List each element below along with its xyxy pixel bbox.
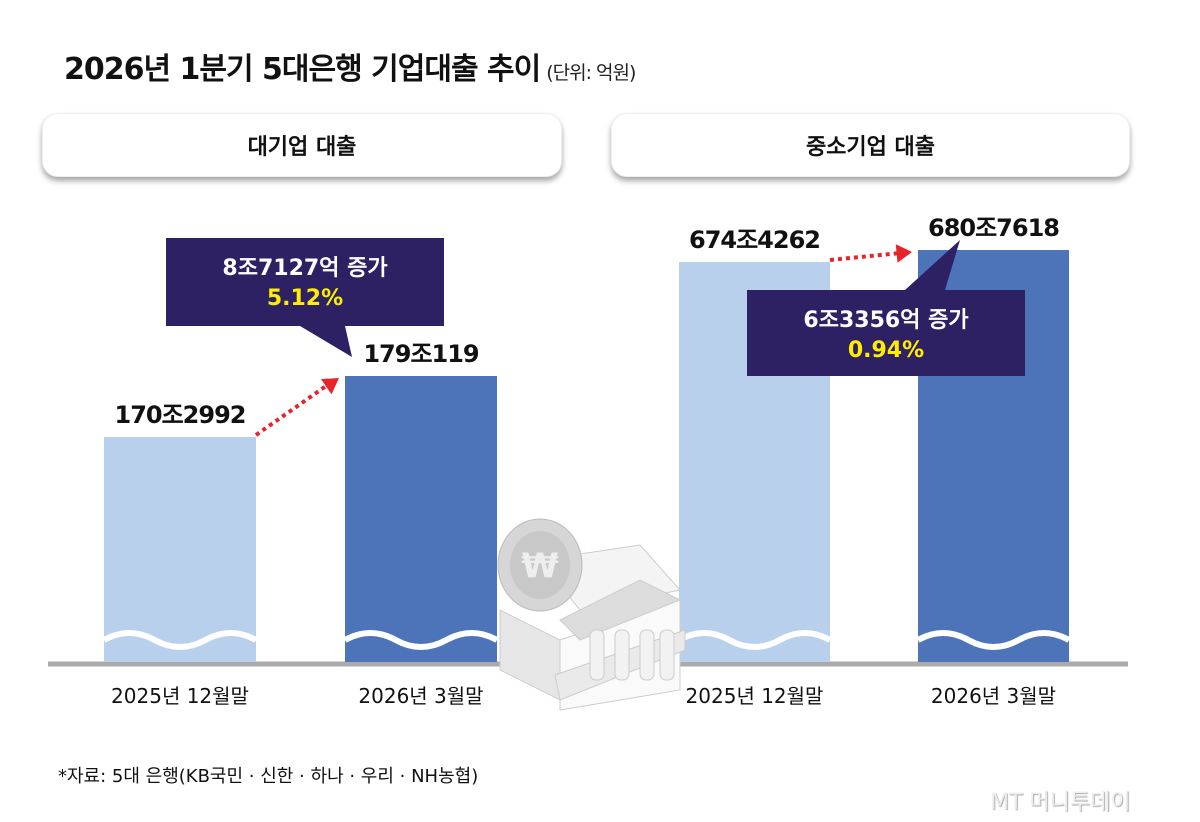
category-label: 2025년 12월말 [111, 684, 249, 708]
bar [345, 376, 497, 662]
panel-header-large-corp: 대기업 대출 [42, 113, 562, 177]
change-amount: 8조7127억 증가 [222, 256, 387, 281]
increase-arrow [254, 380, 333, 437]
axis-break-wave [102, 630, 258, 650]
unit-label: (단위: 억원) [546, 62, 636, 84]
value-label: 674조4262 [689, 226, 820, 254]
svg-text:₩: ₩ [521, 546, 559, 586]
axis-break-wave [916, 630, 1071, 650]
change-amount: 6조3356억 증가 [803, 308, 968, 333]
change-callout: 6조3356억 증가 0.94% [747, 240, 1025, 376]
value-label: 179조119 [363, 340, 479, 368]
chart-title: 2026년 1분기 5대은행 기업대출 추이 (단위: 억원) [64, 52, 636, 87]
change-percent: 0.94% [848, 338, 924, 363]
category-label: 2025년 12월말 [686, 684, 824, 708]
value-label: 680조7618 [928, 214, 1059, 242]
axis-break-wave [677, 630, 832, 650]
increase-arrow [829, 250, 905, 262]
change-percent: 5.12% [267, 286, 343, 311]
bank-icon: ₩ [497, 518, 686, 711]
source-note: *자료: 5대 은행(KB국민 · 신한 · 하나 · 우리 · NH농협) [58, 766, 479, 787]
change-callout: 8조7127억 증가 5.12% [166, 238, 444, 357]
watermark-logo: MT 머니투데이 [990, 790, 1131, 815]
panel-header-sme: 중소기업 대출 [611, 113, 1130, 177]
category-label: 2026년 3월말 [358, 684, 483, 708]
category-label: 2026년 3월말 [931, 684, 1056, 708]
bar [104, 437, 256, 662]
arrow-head-icon [895, 244, 912, 263]
axis-break-wave [343, 630, 499, 650]
arrow-head-icon [321, 378, 339, 395]
value-label: 170조2992 [115, 401, 246, 429]
